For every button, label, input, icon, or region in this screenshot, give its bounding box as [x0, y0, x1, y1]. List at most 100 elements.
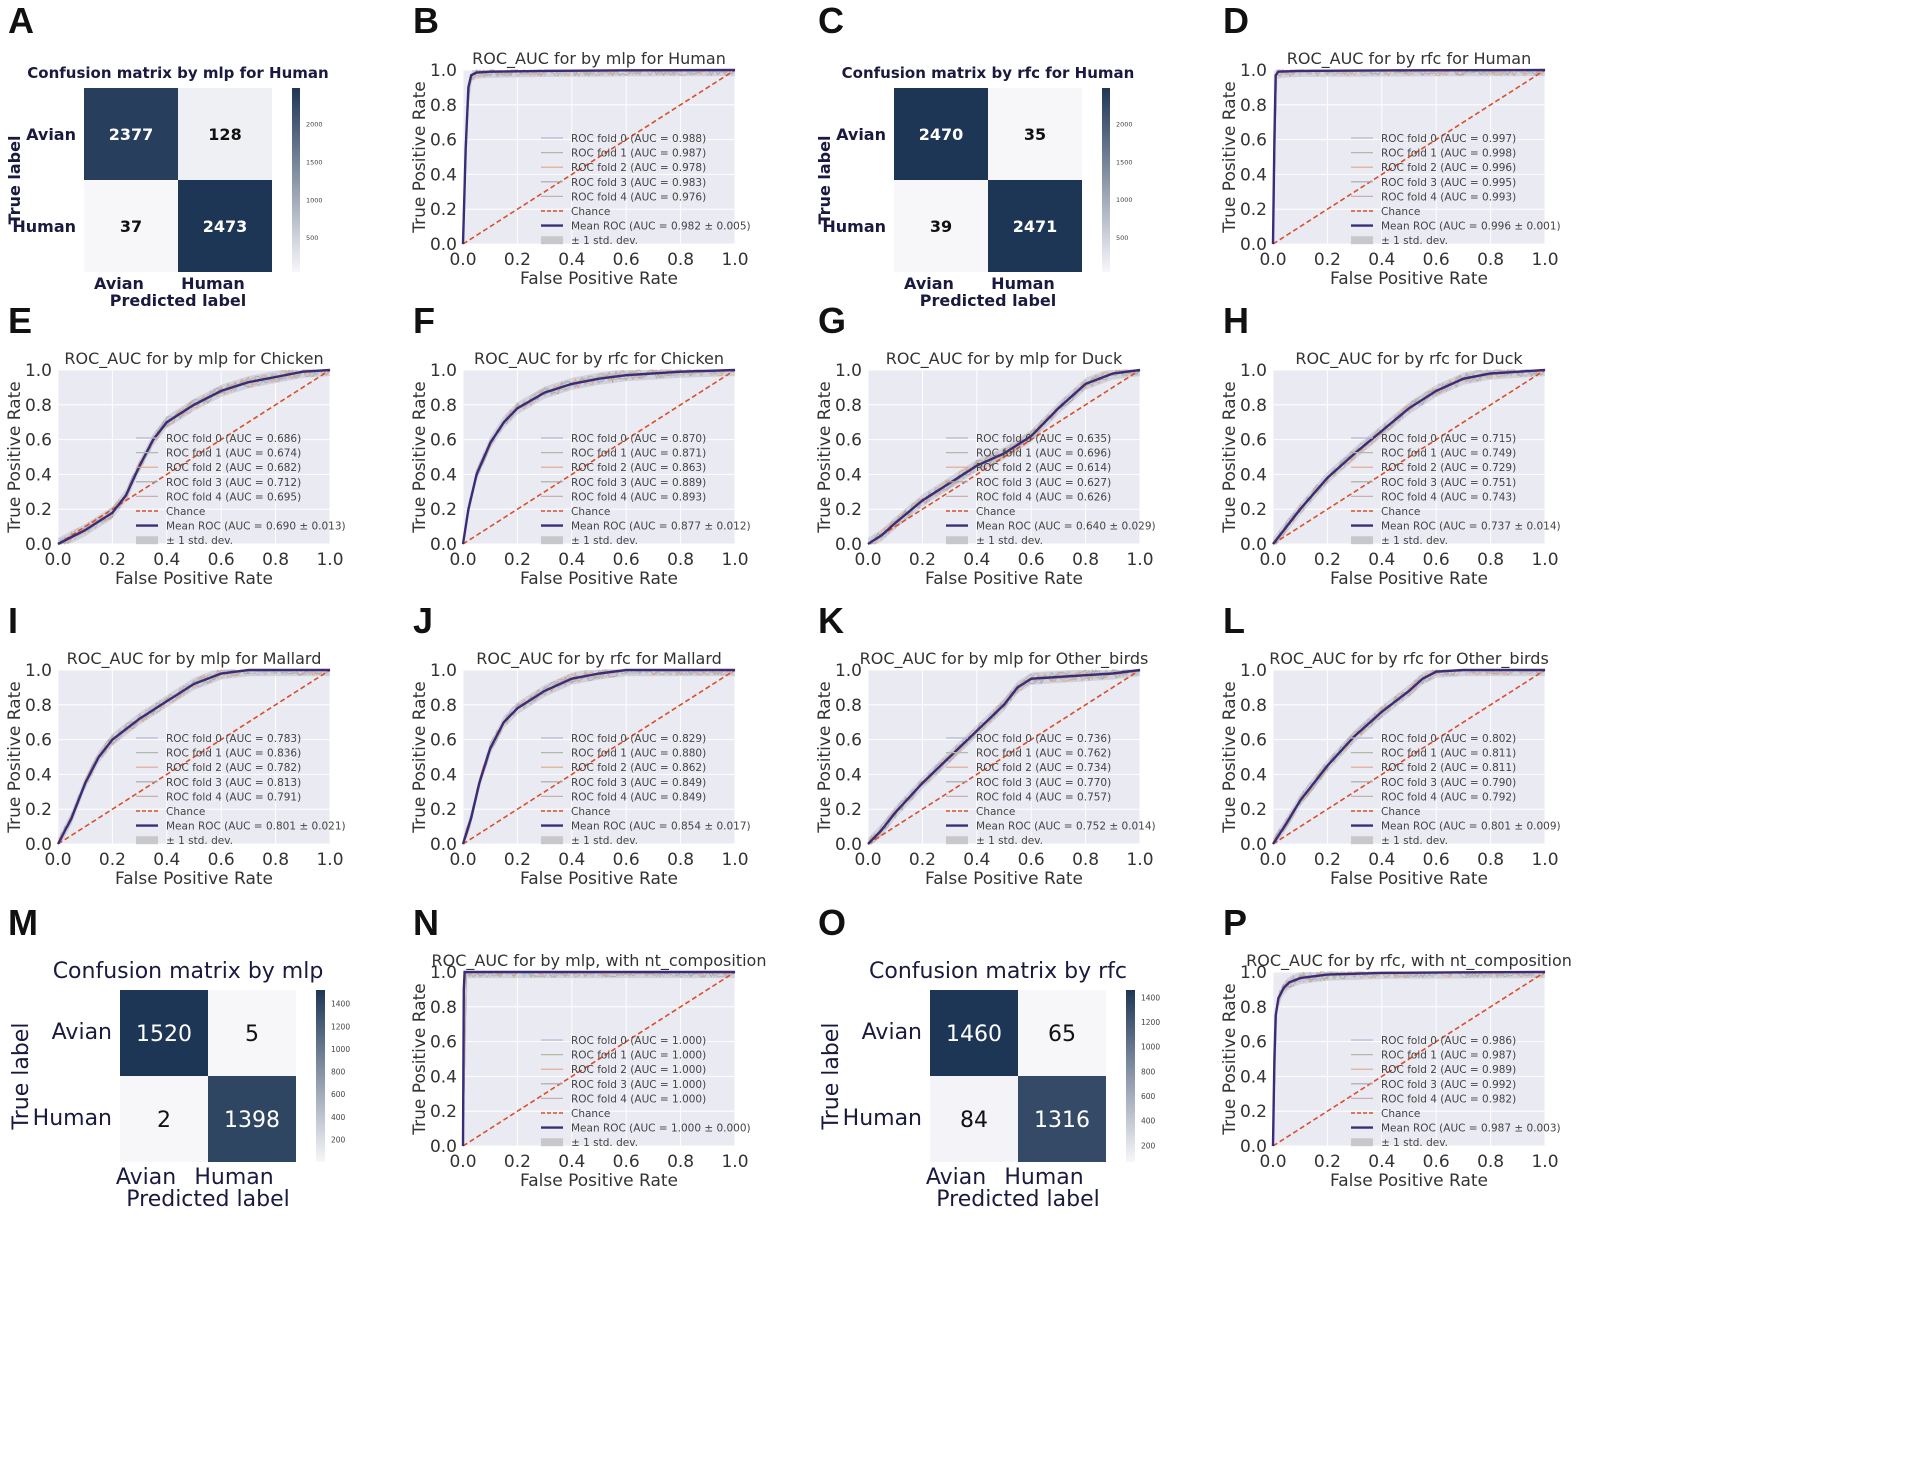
cm-col-label: Avian [94, 274, 144, 293]
cm-row-label: Human [822, 217, 886, 236]
y-tick-label: 0.4 [25, 765, 52, 785]
legend-swatch [946, 836, 968, 845]
legend-entry: Mean ROC (AUC = 0.801 ± 0.021) [166, 821, 346, 833]
x-tick-label: 0.4 [1368, 1152, 1395, 1172]
y-tick-label: 0.2 [1240, 1102, 1267, 1122]
x-tick-label: 0.8 [667, 250, 694, 270]
panel-l: ROC_AUC for by rfc for Other_birds 0.0 0.2… [1215, 648, 1620, 942]
y-tick-label: 0.4 [430, 765, 457, 785]
x-tick-label: 0.2 [1314, 250, 1341, 270]
y-tick-label: 0.6 [430, 131, 457, 151]
cm-cell [894, 180, 988, 272]
colorbar-tick-label: 800 [1141, 1067, 1156, 1076]
cm-col-label: Human [1004, 1165, 1083, 1190]
y-tick-label: 0.4 [1240, 1067, 1267, 1087]
y-axis-label: True label [819, 1023, 844, 1131]
legend-entry: ROC fold 3 (AUC = 0.790) [1381, 777, 1516, 789]
legend-entry: ROC fold 2 (AUC = 0.862) [571, 762, 706, 774]
x-tick-label: 0.2 [504, 250, 531, 270]
panel-letter: F [413, 300, 435, 341]
y-tick-label: 0.0 [430, 535, 457, 555]
x-tick-label: 0.8 [1072, 850, 1099, 870]
legend-entry: ROC fold 0 (AUC = 0.802) [1381, 733, 1516, 745]
x-tick-label: 0.4 [1368, 550, 1395, 570]
panel-letter: M [8, 902, 38, 943]
x-tick-label: 0.0 [1259, 250, 1286, 270]
x-tick-label: 0.6 [1423, 550, 1450, 570]
cm-value: 2 [157, 1108, 171, 1133]
chart-title: Confusion matrix by rfc for Human [842, 64, 1135, 82]
colorbar-tick-label: 400 [1141, 1117, 1156, 1126]
y-tick-label: 0.0 [1240, 235, 1267, 255]
x-tick-label: 0.2 [909, 850, 936, 870]
legend-entry: ROC fold 1 (AUC = 0.811) [1381, 748, 1516, 760]
x-tick-label: 0.8 [667, 550, 694, 570]
legend-entry: ROC fold 2 (AUC = 0.614) [976, 462, 1111, 474]
x-tick-label: 0.6 [208, 550, 235, 570]
colorbar-tick-label: 1000 [1116, 196, 1133, 204]
y-tick-label: 1.0 [430, 361, 457, 381]
cm-value: 128 [208, 125, 241, 144]
y-tick-label: 0.0 [430, 835, 457, 855]
legend-entry: ROC fold 4 (AUC = 0.982) [1381, 1093, 1516, 1105]
chart-title: Confusion matrix by rfc [869, 959, 1127, 984]
legend-entry: ROC fold 1 (AUC = 0.871) [571, 448, 706, 460]
chart-svg: ROC_AUC for by rfc for Chicken 0.0 0.2 0.4 0… [410, 349, 751, 589]
legend-swatch [541, 536, 563, 545]
legend-entry: ROC fold 1 (AUC = 0.674) [166, 448, 301, 460]
x-tick-label: 0.8 [262, 550, 289, 570]
legend-entry: ROC fold 0 (AUC = 0.635) [976, 433, 1111, 445]
legend-swatch [946, 536, 968, 545]
legend-swatch [1351, 536, 1373, 545]
colorbar-tick-label: 600 [331, 1090, 346, 1099]
y-tick-label: 0.6 [1240, 1033, 1267, 1053]
panel-f: ROC_AUC for by rfc for Chicken 0.0 0.2 0.4 0… [405, 348, 810, 642]
legend-entry: Chance [1381, 806, 1420, 818]
chance-line [57, 669, 331, 845]
colorbar-tick-label: 1500 [306, 158, 323, 166]
x-tick-label: 0.4 [153, 850, 180, 870]
legend-entry: ROC fold 0 (AUC = 0.686) [166, 433, 301, 445]
panel-m: Confusion matrix by mlp 1520 5 2 1398 Avian Hu… [0, 950, 405, 1244]
chart-title: ROC_AUC for by mlp for Chicken [64, 349, 323, 369]
chart-title: Confusion matrix by mlp for Human [27, 64, 328, 82]
cm-cell [988, 88, 1082, 180]
x-tick-label: 0.4 [1368, 250, 1395, 270]
y-tick-label: 1.0 [1240, 963, 1267, 983]
legend-entry: ROC fold 3 (AUC = 0.751) [1381, 477, 1516, 489]
y-tick-label: 0.4 [430, 465, 457, 485]
x-tick-label: 0.0 [449, 250, 476, 270]
y-tick-label: 0.2 [1240, 500, 1267, 520]
x-tick-label: 0.6 [613, 250, 640, 270]
x-tick-label: 0.2 [99, 550, 126, 570]
mean-roc-curve [461, 368, 736, 545]
legend-entry: ROC fold 4 (AUC = 0.976) [571, 191, 706, 203]
cm-value: 2471 [1013, 217, 1058, 236]
legend-entry: ROC fold 1 (AUC = 0.880) [571, 748, 706, 760]
legend-entry: ROC fold 0 (AUC = 0.829) [571, 733, 706, 745]
x-tick-label: 0.2 [99, 850, 126, 870]
cm-cell [84, 88, 178, 180]
chance-line [462, 69, 736, 245]
y-tick-label: 0.2 [25, 500, 52, 520]
cm-col-label: Human [181, 274, 245, 293]
legend-entry: ROC fold 3 (AUC = 0.983) [571, 177, 706, 189]
colorbar-tick-label: 800 [331, 1068, 346, 1077]
legend-entry: ROC fold 1 (AUC = 0.749) [1381, 448, 1516, 460]
colorbar-tick-label: 1400 [1141, 993, 1160, 1002]
legend-entry: ROC fold 2 (AUC = 0.811) [1381, 762, 1516, 774]
y-tick-label: 1.0 [1240, 661, 1267, 681]
fold-curve [1272, 971, 1546, 1147]
y-tick-label: 0.6 [1240, 131, 1267, 151]
cm-cell [208, 1076, 296, 1162]
x-tick-label: 0.0 [449, 550, 476, 570]
panel-k: ROC_AUC for by mlp for Other_birds 0.0 0.2… [810, 648, 1215, 942]
chance-line [462, 369, 736, 545]
legend-entry: Chance [166, 506, 205, 518]
x-axis-label: False Positive Rate [925, 869, 1083, 889]
x-tick-label: 0.2 [1314, 1152, 1341, 1172]
mean-roc-curve [1271, 970, 1546, 1147]
x-axis-label: False Positive Rate [520, 569, 678, 589]
cm-value: 1316 [1034, 1108, 1090, 1133]
colorbar-tick-label: 400 [331, 1113, 346, 1122]
